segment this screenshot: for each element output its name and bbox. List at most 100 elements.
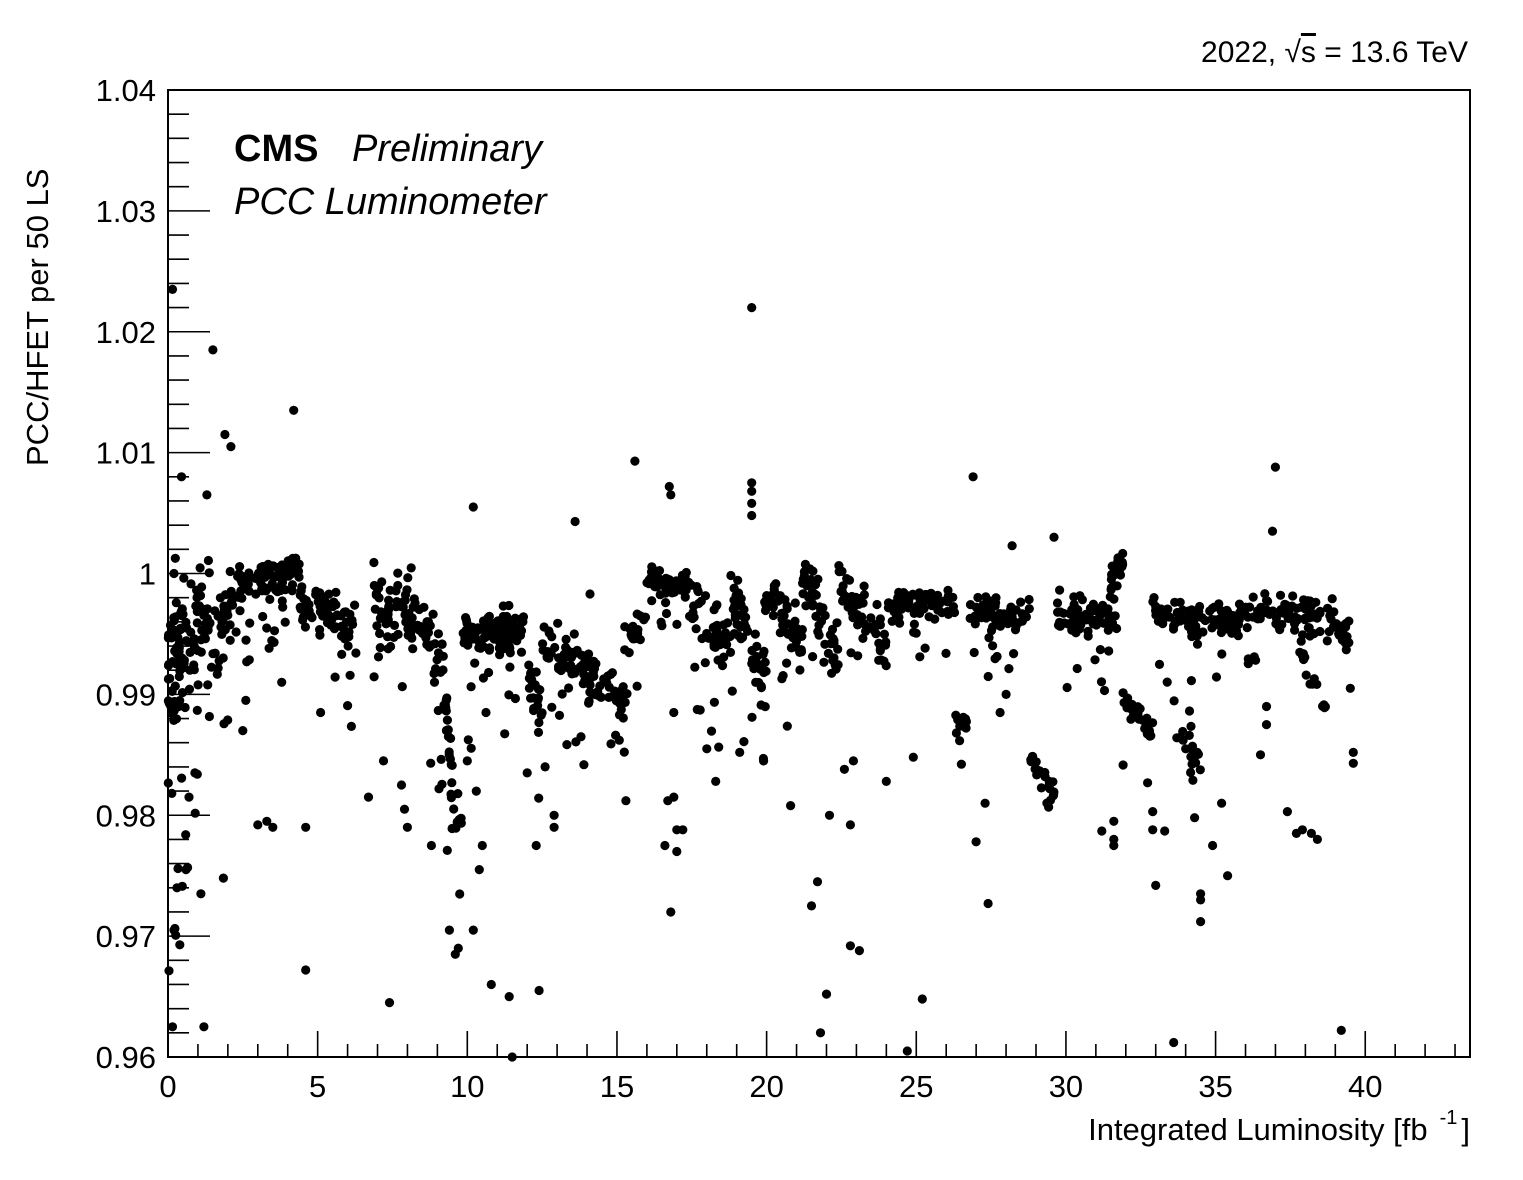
data-point [1211,672,1222,682]
y-tick-label: 0.96 [96,1040,156,1075]
data-point [236,575,246,585]
data-point [584,698,594,708]
data-point [534,985,544,996]
data-point [167,284,178,294]
data-point [1004,664,1014,674]
data-point [363,792,374,802]
data-point [819,657,829,667]
data-point [814,630,824,640]
data-point [1245,602,1255,612]
data-point [678,825,688,835]
data-point [1299,654,1309,665]
data-point [926,588,936,598]
subtitle-label: PCC Luminometer [234,181,548,223]
data-point [988,641,998,651]
data-point [606,739,616,749]
data-point [192,705,202,716]
data-point [789,632,799,642]
x-tick-label: 25 [899,1069,933,1104]
data-point [180,702,190,713]
data-point [1196,917,1206,927]
data-point [1336,1025,1346,1035]
data-point [481,707,491,718]
data-point [226,599,236,609]
data-point [168,657,178,667]
data-point [1112,623,1122,634]
data-point [214,656,224,666]
data-point [1027,751,1037,762]
data-point [1016,597,1026,607]
data-point [203,680,213,690]
data-point [1253,614,1263,624]
data-point [825,630,836,640]
data-point [205,618,215,628]
data-point [723,618,733,628]
data-point [604,692,614,703]
data-point [328,601,338,612]
data-point [837,586,847,597]
y-tick-label: 1.01 [96,436,156,471]
data-point [991,598,1001,608]
data-point [739,604,749,615]
data-point [1172,733,1182,743]
data-point [423,628,433,638]
data-point [692,704,702,715]
data-point [1279,603,1289,613]
data-point [831,661,841,671]
data-point [562,740,572,750]
data-point [302,604,312,615]
x-tick-label: 35 [1198,1069,1232,1104]
data-point [374,593,384,603]
data-point [245,618,255,628]
data-point [853,651,863,661]
data-point [1062,682,1072,693]
data-point [672,619,682,630]
data-point [1277,619,1287,630]
data-point [768,610,779,621]
data-point [1267,526,1278,536]
data-point [504,992,514,1002]
data-point [1300,615,1310,625]
data-point [258,581,268,592]
data-point [1208,840,1218,851]
data-point [790,598,800,608]
data-point [616,704,626,715]
data-point [378,756,389,766]
data-point [397,682,407,692]
data-point [350,600,360,610]
data-point [747,478,757,488]
data-point [193,645,203,656]
data-point [426,758,436,768]
data-point [178,609,188,619]
data-point [1261,595,1272,606]
data-point [223,715,233,725]
data-point [484,667,494,678]
data-point [1326,614,1336,624]
data-point [713,655,723,665]
data-point [894,612,904,622]
data-point [1040,772,1050,782]
data-point [1109,594,1119,604]
data-point [865,623,875,633]
data-points-layer [163,284,1358,1062]
data-point [406,563,416,573]
data-point [244,655,254,665]
data-point [572,645,582,656]
data-point [917,994,927,1004]
data-point [735,747,745,758]
data-point [1048,791,1058,801]
data-point [167,1022,178,1032]
data-point [441,725,451,736]
data-point [461,613,471,623]
data-point [504,641,514,651]
data-point [1055,607,1065,617]
data-point [463,735,473,745]
data-point [241,695,251,706]
data-point [1226,621,1236,631]
data-point [262,816,272,826]
data-point [346,721,356,732]
data-point [504,690,514,700]
data-point [391,586,401,596]
data-point [370,604,380,614]
data-point [436,754,446,765]
